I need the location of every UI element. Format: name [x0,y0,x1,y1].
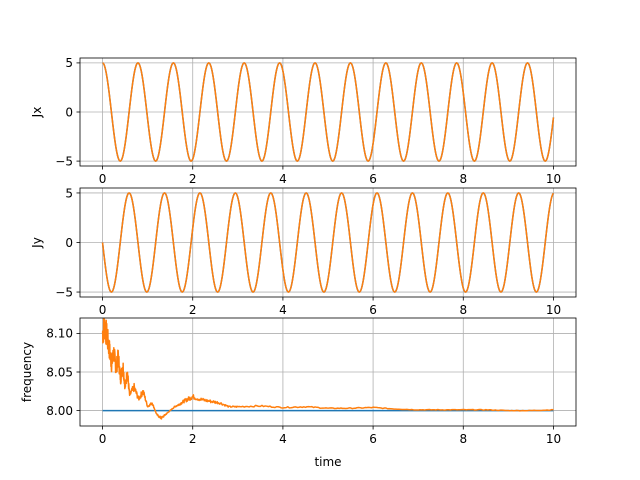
x-tick-label: 6 [369,172,377,186]
y-tick-label: 8.00 [46,404,73,418]
x-axis-label: time [314,455,341,469]
subplot-1: 0 2 4 6 8 10 5 0 −5 Jx [30,56,577,186]
x-tick-label: 0 [99,303,107,317]
y-tick-label: 0 [65,105,73,119]
y-tick-label: 8.05 [46,365,73,379]
y-tick-label: 0 [65,236,73,250]
x-tick-label: 0 [99,432,107,446]
x-tick-label: 10 [546,172,561,186]
subplot-2: 0 2 4 6 8 10 5 0 −5 Jy [30,186,577,317]
series-line-2 [102,62,555,162]
x-tick-label: 2 [189,172,197,186]
series-line-2 [101,192,555,293]
x-tick-label: 4 [279,172,287,186]
x-tick-label: 0 [99,172,107,186]
x-tick-label: 8 [459,172,467,186]
y-tick-label: 5 [65,186,73,200]
x-tick-label: 4 [279,303,287,317]
subplot-3: 0 2 4 6 8 10 8.10 8.05 8.00 frequency time [20,317,577,469]
x-tick-label: 2 [189,303,197,317]
x-tick-label: 10 [546,432,561,446]
x-tick-label: 6 [369,303,377,317]
x-tick-label: 2 [189,432,197,446]
y-tick-label: −5 [55,285,73,299]
y-axis-label: Jy [30,237,44,249]
x-tick-label: 6 [369,432,377,446]
y-tick-label: −5 [55,154,73,168]
y-tick-label: 8.10 [46,327,73,341]
x-tick-label: 10 [546,303,561,317]
y-tick-label: 5 [65,56,73,70]
y-axis-label: frequency [20,342,34,402]
x-tick-label: 8 [459,303,467,317]
subplots: 0 2 4 6 8 10 5 0 −5 Jx 0 2 4 6 8 10 5 0 −5 Jy 0 2 4 6 8 10 8.10 8.0… [20,56,577,469]
y-axis-label: Jx [30,107,44,119]
x-tick-label: 8 [459,432,467,446]
series-line-2 [101,318,554,420]
x-tick-label: 4 [279,432,287,446]
